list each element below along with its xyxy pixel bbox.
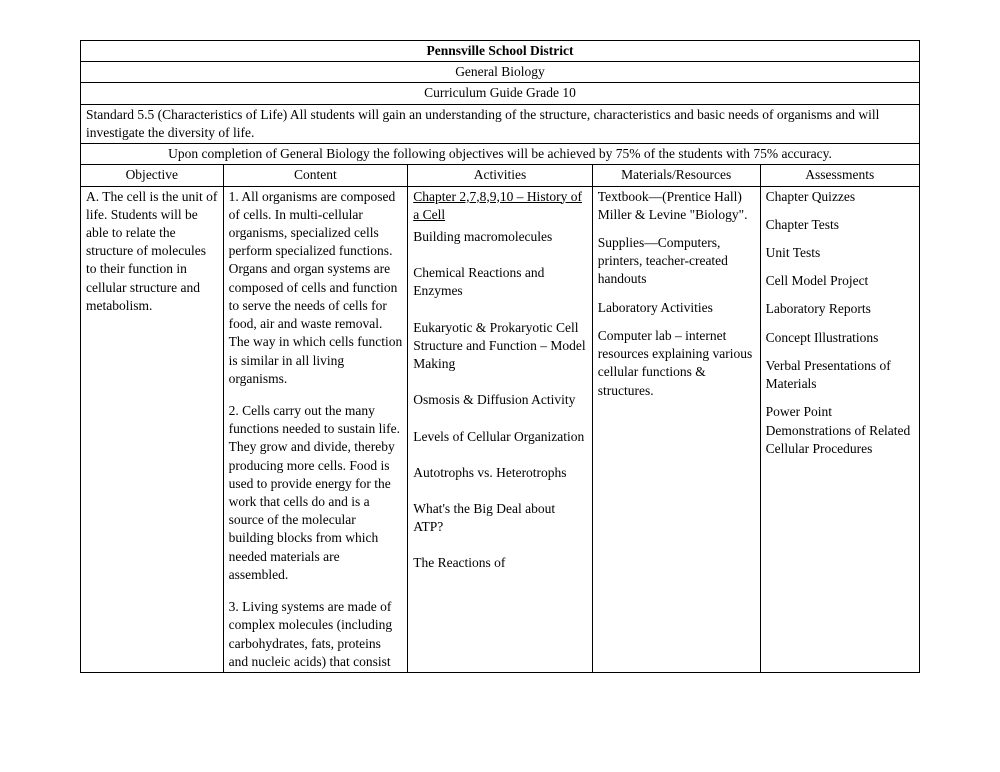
- material-2: Supplies—Computers, printers, teacher-cr…: [598, 234, 755, 289]
- activities-heading: Chapter 2,7,8,9,10 – History of a Cell: [413, 188, 587, 224]
- row-body: A. The cell is the unit of life. Student…: [81, 186, 920, 672]
- row-completion: Upon completion of General Biology the f…: [81, 144, 920, 165]
- assessment-2: Chapter Tests: [766, 216, 914, 234]
- col-assessments: Assessments: [760, 165, 919, 186]
- col-activities: Activities: [408, 165, 593, 186]
- content-p3: 3. Living systems are made of complex mo…: [229, 599, 392, 669]
- col-content: Content: [223, 165, 408, 186]
- content-p2: 2. Cells carry out the many functions ne…: [229, 402, 403, 584]
- row-standard: Standard 5.5 (Characteristics of Life) A…: [81, 104, 920, 143]
- guide-cell: Curriculum Guide Grade 10: [81, 83, 920, 104]
- activity-7: What's the Big Deal about ATP?: [413, 500, 587, 536]
- cell-assessments: Chapter Quizzes Chapter Tests Unit Tests…: [760, 186, 919, 672]
- document-page: Pennsville School District General Biolo…: [0, 0, 1000, 673]
- row-column-headers: Objective Content Activities Materials/R…: [81, 165, 920, 186]
- material-1: Textbook—(Prentice Hall) Miller & Levine…: [598, 188, 755, 224]
- row-course: General Biology: [81, 62, 920, 83]
- objective-text: A. The cell is the unit of life. Student…: [86, 189, 217, 313]
- col-materials: Materials/Resources: [592, 165, 760, 186]
- content-p1: 1. All organisms are composed of cells. …: [229, 188, 403, 388]
- col-objective: Objective: [81, 165, 224, 186]
- curriculum-table: Pennsville School District General Biolo…: [80, 40, 920, 673]
- assessment-6: Concept Illustrations: [766, 329, 914, 347]
- activity-2: Chemical Reactions and Enzymes: [413, 264, 587, 300]
- material-4: Computer lab – internet resources explai…: [598, 327, 755, 400]
- row-district: Pennsville School District: [81, 41, 920, 62]
- completion-cell: Upon completion of General Biology the f…: [81, 144, 920, 165]
- activity-3: Eukaryotic & Prokaryotic Cell Structure …: [413, 319, 587, 374]
- standard-cell: Standard 5.5 (Characteristics of Life) A…: [81, 104, 920, 143]
- assessment-1: Chapter Quizzes: [766, 188, 914, 206]
- activity-5: Levels of Cellular Organization: [413, 428, 587, 446]
- cell-objective: A. The cell is the unit of life. Student…: [81, 186, 224, 672]
- assessment-3: Unit Tests: [766, 244, 914, 262]
- activity-1: Building macromolecules: [413, 228, 587, 246]
- assessment-7: Verbal Presentations of Materials: [766, 357, 914, 393]
- cell-content: 1. All organisms are composed of cells. …: [223, 186, 408, 672]
- assessment-4: Cell Model Project: [766, 272, 914, 290]
- activity-6: Autotrophs vs. Heterotrophs: [413, 464, 587, 482]
- row-guide: Curriculum Guide Grade 10: [81, 83, 920, 104]
- cell-activities: Chapter 2,7,8,9,10 – History of a Cell B…: [408, 186, 593, 672]
- district-cell: Pennsville School District: [81, 41, 920, 62]
- activity-4: Osmosis & Diffusion Activity: [413, 391, 587, 409]
- activity-8: The Reactions of: [413, 555, 505, 570]
- material-3: Laboratory Activities: [598, 299, 755, 317]
- assessment-5: Laboratory Reports: [766, 300, 914, 318]
- cell-materials: Textbook—(Prentice Hall) Miller & Levine…: [592, 186, 760, 672]
- course-cell: General Biology: [81, 62, 920, 83]
- assessment-8: Power Point Demonstrations of Related Ce…: [766, 403, 914, 458]
